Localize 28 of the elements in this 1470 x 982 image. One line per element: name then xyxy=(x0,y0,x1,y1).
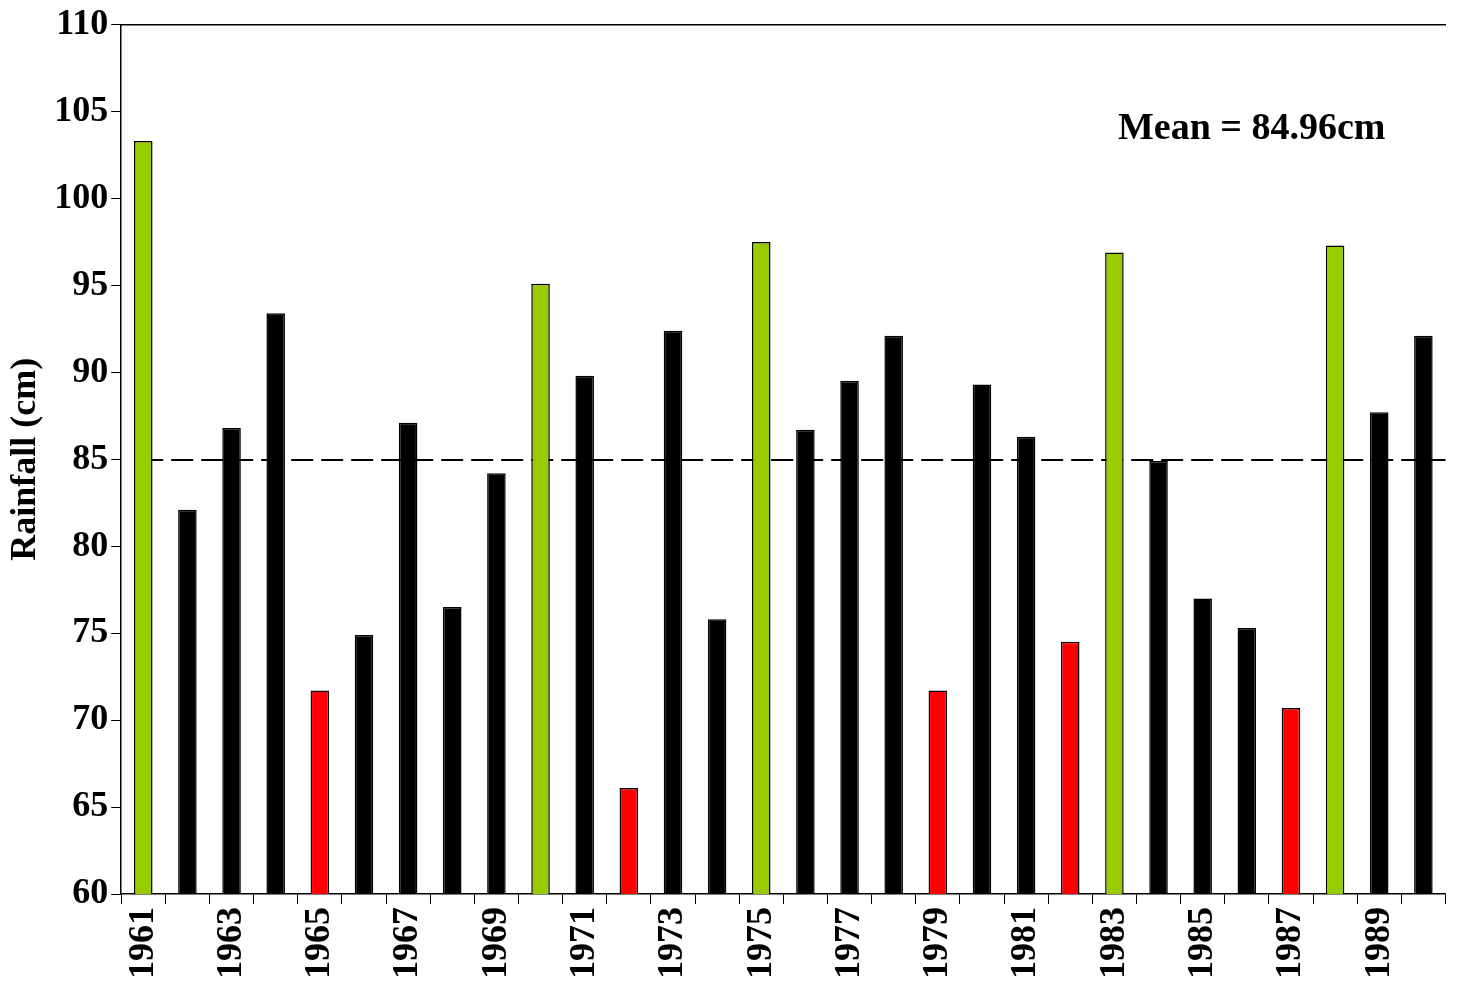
y-tick-label: 85 xyxy=(72,436,109,477)
x-tick-label: 1987 xyxy=(1268,907,1309,979)
y-tick-label: 60 xyxy=(72,871,109,912)
x-tick-label: 1979 xyxy=(915,907,956,979)
y-tick-label: 80 xyxy=(72,523,109,564)
y-axis-title: Rainfall (cm) xyxy=(2,357,43,561)
x-tick-label: 1989 xyxy=(1356,907,1397,979)
y-tick-label: 100 xyxy=(54,175,109,216)
x-tick-label: 1975 xyxy=(738,907,779,979)
x-tick-label: 1973 xyxy=(650,907,691,979)
x-tick-label: 1967 xyxy=(385,907,426,979)
x-tick-label: 1961 xyxy=(120,907,161,979)
x-tick-label: 1981 xyxy=(1003,907,1044,979)
x-tick-label: 1963 xyxy=(208,907,249,979)
x-tick-label: 1969 xyxy=(473,907,514,979)
x-tick-label: 1985 xyxy=(1179,907,1220,979)
x-tick-label: 1977 xyxy=(826,907,867,979)
x-tick-label: 1965 xyxy=(297,907,338,979)
y-tick-label: 105 xyxy=(54,88,109,129)
x-tick-label: 1971 xyxy=(561,907,602,979)
y-tick-label: 90 xyxy=(72,349,109,390)
y-tick-label: 110 xyxy=(56,1,109,42)
y-tick-label: 95 xyxy=(72,262,109,303)
ref-line-label: Mean = 84.96cm xyxy=(1117,105,1386,148)
x-tick-label: 1983 xyxy=(1091,907,1132,979)
y-tick-label: 75 xyxy=(72,610,109,651)
y-tick-label: 65 xyxy=(72,784,109,825)
y-tick-label: 70 xyxy=(72,697,109,738)
